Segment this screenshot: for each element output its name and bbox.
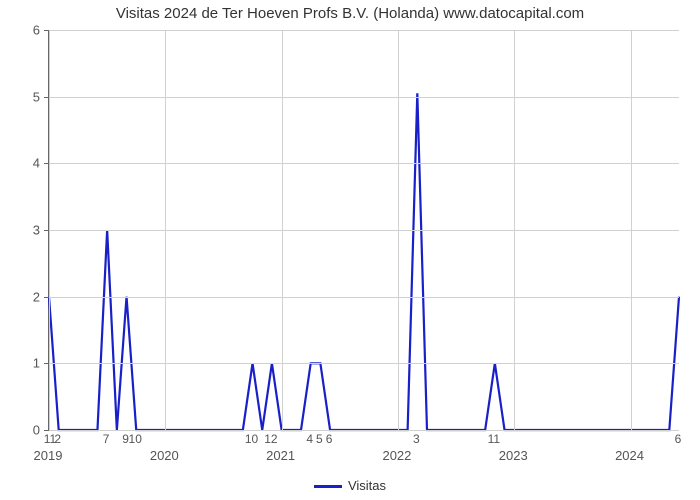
gridline-v — [165, 30, 166, 430]
x-minor-label: 11 — [488, 432, 500, 446]
y-tick-label: 0 — [33, 423, 40, 438]
chart-container: Visitas 2024 de Ter Hoeven Profs B.V. (H… — [0, 0, 700, 500]
legend-label: Visitas — [348, 478, 386, 493]
x-minor-label: 6 — [675, 432, 682, 446]
gridline-h — [49, 30, 679, 31]
gridline-v — [514, 30, 515, 430]
gridline-v — [49, 30, 50, 430]
gridline-h — [49, 297, 679, 298]
plot-area — [48, 30, 679, 431]
y-tick-label: 4 — [33, 156, 40, 171]
x-major-label: 2023 — [499, 448, 528, 463]
x-minor-label: 2 — [54, 432, 61, 446]
x-minor-label: 6 — [326, 432, 333, 446]
gridline-h — [49, 97, 679, 98]
gridline-v — [398, 30, 399, 430]
gridline-h — [49, 430, 679, 431]
y-tick-label: 2 — [33, 289, 40, 304]
x-minor-label: 5 — [316, 432, 323, 446]
x-minor-label: 4 — [306, 432, 313, 446]
chart-title: Visitas 2024 de Ter Hoeven Profs B.V. (H… — [0, 5, 700, 22]
y-tick-label: 5 — [33, 89, 40, 104]
x-minor-label: 10 — [245, 432, 258, 446]
gridline-h — [49, 363, 679, 364]
y-tick-mark — [44, 430, 49, 431]
x-major-label: 2020 — [150, 448, 179, 463]
y-tick-label: 6 — [33, 23, 40, 38]
legend: Visitas — [0, 478, 700, 493]
gridline-h — [49, 163, 679, 164]
x-minor-label: 7 — [103, 432, 110, 446]
y-axis-labels: 0123456 — [0, 30, 44, 430]
x-axis-labels: 1127910101245631162019202020212022202320… — [48, 432, 678, 472]
y-tick-label: 1 — [33, 356, 40, 371]
x-minor-label: 3 — [413, 432, 420, 446]
gridline-h — [49, 230, 679, 231]
gridline-v — [282, 30, 283, 430]
x-major-label: 2021 — [266, 448, 295, 463]
gridline-v — [631, 30, 632, 430]
legend-swatch — [314, 485, 342, 488]
series-line — [49, 93, 679, 430]
x-major-label: 2024 — [615, 448, 644, 463]
x-minor-label: 12 — [264, 432, 277, 446]
x-major-label: 2022 — [382, 448, 411, 463]
y-tick-label: 3 — [33, 223, 40, 238]
x-minor-label: 10 — [129, 432, 142, 446]
x-major-label: 2019 — [34, 448, 63, 463]
